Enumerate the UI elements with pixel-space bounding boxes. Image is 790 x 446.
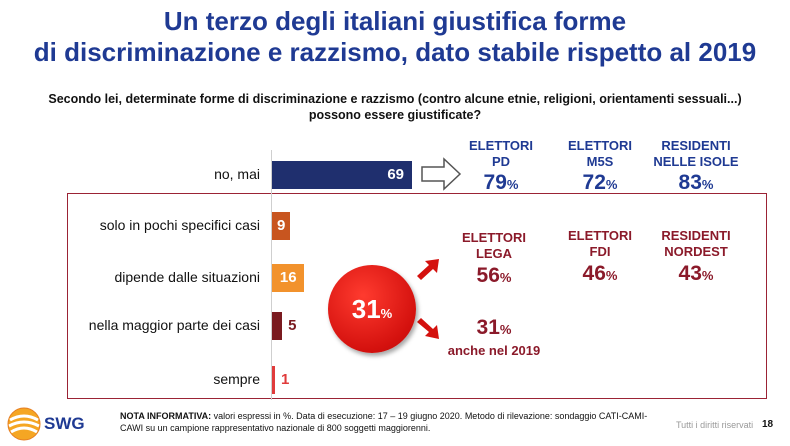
group-head-m5s: ELETTORI M5S	[550, 138, 650, 170]
chart-axis-line	[271, 150, 272, 400]
value-number: 72	[582, 171, 606, 194]
value-number: 46	[582, 262, 606, 285]
total-circle: 31%	[328, 265, 416, 353]
category-label-sempre: sempre	[213, 371, 260, 387]
group-head-line: PD	[491, 154, 511, 169]
page-title-line-2: di discriminazione e razzismo, dato stab…	[33, 37, 757, 67]
group-head-line: NORDEST	[664, 244, 728, 259]
justification-box	[67, 193, 767, 399]
group-head-line: NELLE ISOLE	[653, 154, 739, 169]
group-head-line: M5S	[586, 154, 614, 169]
group-value-pd: 79%	[451, 171, 551, 195]
value-unit: %	[605, 177, 618, 192]
group-head-nordest: RESIDENTI NORDEST	[646, 228, 746, 260]
bar-value-maggior-parte: 5	[288, 317, 297, 334]
group-head-lega: ELETTORI LEGA	[444, 230, 544, 262]
value-unit: %	[499, 270, 512, 285]
bar-value-no-mai: 69	[387, 166, 404, 183]
value-unit: %	[701, 177, 714, 192]
group-head-line: RESIDENTI	[661, 228, 731, 243]
red-arrow-icon-upper	[417, 259, 439, 280]
group-value-lega: 56%	[444, 264, 544, 288]
question-line-1: Secondo lei, determinate forme di discri…	[48, 92, 742, 106]
value-number: 79	[483, 171, 507, 194]
category-label-maggior-parte: nella maggior parte dei casi	[88, 317, 260, 333]
group-value-isole: 83%	[646, 171, 746, 195]
swg-logo-text: SWG	[44, 414, 85, 433]
category-label-pochi-casi: solo in pochi specifici casi	[99, 217, 260, 233]
group-value-m5s: 72%	[550, 171, 650, 195]
group-head-line: ELETTORI	[461, 230, 527, 245]
group-head-line: FDI	[589, 244, 611, 259]
group-head-line: RESIDENTI	[661, 138, 731, 153]
survey-question: Secondo lei, determinate forme di discri…	[20, 91, 770, 123]
note-text: valori espressi in %. Data di esecuzione…	[120, 411, 648, 433]
bar-no-mai	[272, 161, 412, 189]
group-head-line: ELETTORI	[567, 228, 633, 243]
group-head-pd: ELETTORI PD	[451, 138, 551, 170]
comparison-value: 31%	[444, 316, 544, 340]
outline-arrow-icon	[421, 157, 462, 191]
bar-maggior-parte	[272, 312, 283, 340]
value-unit: %	[605, 268, 618, 283]
total-number: 31	[351, 294, 381, 324]
value-unit: %	[701, 268, 714, 283]
group-head-fdi: ELETTORI FDI	[550, 228, 650, 260]
group-head-isole: RESIDENTI NELLE ISOLE	[646, 138, 746, 170]
comparison-label: anche nel 2019	[447, 343, 541, 358]
category-label-no-mai: no, mai	[214, 166, 260, 182]
value-number: 43	[678, 262, 702, 285]
value-number: 83	[678, 171, 702, 194]
value-unit: %	[499, 322, 512, 337]
bar-sempre	[272, 366, 275, 394]
group-head-line: ELETTORI	[567, 138, 633, 153]
red-arrow-icon-lower	[417, 318, 439, 339]
value-unit: %	[506, 177, 519, 192]
question-line-2: possono essere giustificate?	[308, 108, 482, 122]
group-head-line: LEGA	[475, 246, 513, 261]
methodology-note: NOTA INFORMATIVA: valori espressi in %. …	[120, 410, 660, 434]
page-number: 18	[762, 419, 774, 430]
total-unit: %	[380, 306, 393, 321]
note-label: NOTA INFORMATIVA:	[120, 411, 212, 421]
bar-value-sempre: 1	[281, 371, 290, 388]
category-label-dipende: dipende dalle situazioni	[114, 269, 260, 285]
group-value-fdi: 46%	[550, 262, 650, 286]
group-value-nordest: 43%	[646, 262, 746, 286]
bar-value-pochi-casi: 9	[276, 217, 286, 234]
rights-text: Tutti i diritti riservati	[676, 420, 754, 430]
bar-dipende	[272, 264, 305, 292]
bar-value-dipende: 16	[279, 269, 297, 286]
value-number: 31	[476, 316, 500, 339]
page-title-line-1: Un terzo degli italiani giustifica forme	[163, 6, 627, 36]
swg-logo-icon	[7, 407, 41, 441]
value-number: 56	[476, 264, 500, 287]
bar-pochi-casi	[272, 212, 291, 240]
group-head-line: ELETTORI	[468, 138, 534, 153]
